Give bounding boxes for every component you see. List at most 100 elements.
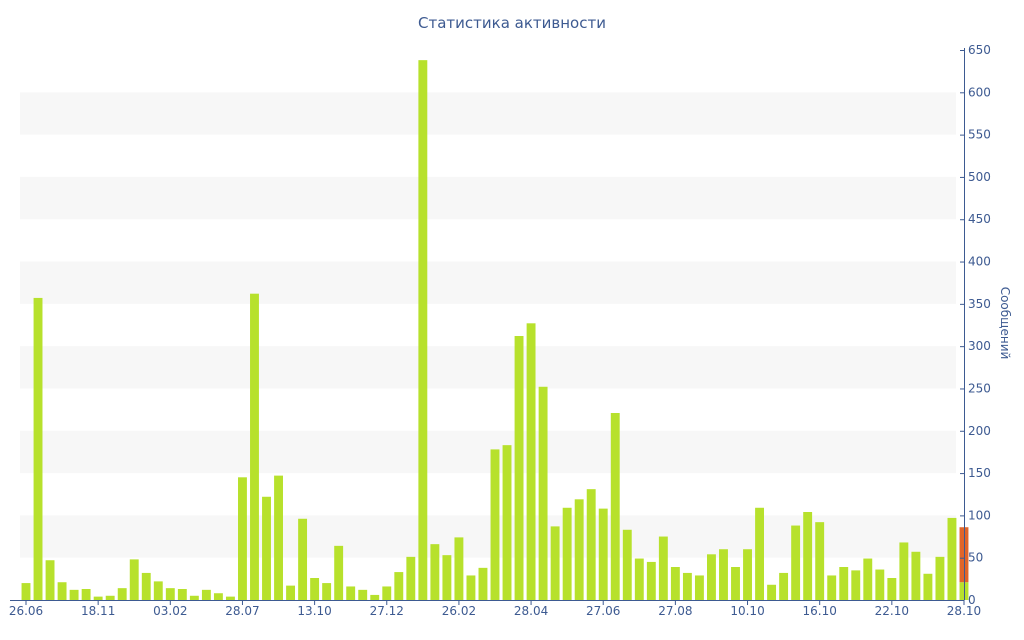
bar [538, 386, 548, 600]
bar [731, 567, 740, 600]
bar [358, 589, 368, 600]
bar [250, 293, 259, 600]
bar [442, 555, 452, 600]
bar [406, 556, 416, 600]
bar [598, 508, 608, 600]
bar [21, 583, 31, 600]
y-tick-label: 300 [968, 339, 991, 353]
x-tick-label: 26.06 [9, 604, 43, 618]
grid-band [20, 261, 956, 304]
bar [117, 588, 127, 600]
bar [274, 475, 283, 600]
x-tick-label: 10.10 [730, 604, 764, 618]
grid-band [20, 176, 956, 220]
y-tick-label: 550 [968, 128, 991, 142]
bar [382, 586, 392, 600]
axes [10, 48, 965, 601]
bar [298, 518, 308, 600]
bar [286, 585, 296, 600]
x-tick-label: 27.06 [586, 604, 620, 618]
y-tick-label: 600 [968, 85, 991, 99]
bar [743, 549, 752, 600]
bar [33, 297, 43, 600]
bar [418, 60, 428, 600]
x-tick-label: 26.02 [442, 604, 476, 618]
bar [959, 582, 969, 600]
x-tick-label: 28.07 [225, 604, 259, 618]
x-ticks: 26.06 18.11 03.02 28.07 13.10 27.12 26.02 28.04… [9, 600, 981, 618]
y-axis-label: Сообщений [998, 287, 1012, 360]
y-tick-label: 650 [968, 43, 991, 57]
bar [310, 578, 320, 600]
chart-title: Статистика активности [418, 14, 606, 32]
bar [165, 588, 175, 600]
bar [69, 589, 79, 600]
bar [707, 554, 716, 600]
y-tick-label: 150 [968, 466, 991, 480]
x-tick-label: 27.12 [370, 604, 404, 618]
bar [57, 582, 67, 600]
bar [887, 578, 897, 600]
bar [622, 529, 632, 600]
bar [45, 560, 55, 600]
y-tick-label: 350 [968, 297, 991, 311]
bar [141, 572, 151, 600]
bar [346, 586, 356, 600]
bar [634, 558, 644, 600]
bar [815, 522, 825, 600]
bar [827, 575, 837, 600]
bar [213, 593, 223, 600]
bar [334, 545, 344, 600]
bar [454, 537, 464, 600]
bar [153, 581, 163, 600]
bar [322, 583, 332, 600]
bar [189, 595, 199, 600]
bar [466, 575, 476, 600]
y-tick-label: 500 [968, 170, 991, 184]
x-tick-label: 22.10 [875, 604, 909, 618]
bar [694, 575, 704, 600]
y-tick-label: 400 [968, 255, 991, 269]
x-tick-label: 27.08 [658, 604, 692, 618]
y-tick-label: 0 [968, 593, 976, 607]
bar [526, 323, 536, 600]
bar [875, 569, 885, 600]
bar [238, 477, 247, 600]
bar [370, 594, 380, 600]
bar [490, 449, 500, 600]
bar [646, 561, 656, 600]
x-tick-label: 18.11 [81, 604, 115, 618]
bar [478, 567, 488, 600]
bar [502, 445, 512, 600]
bar [791, 525, 801, 600]
bar [935, 556, 945, 600]
x-tick-label: 28.04 [514, 604, 548, 618]
bar [201, 589, 211, 600]
bar [562, 507, 572, 600]
bar [863, 558, 873, 600]
grid-band [20, 92, 956, 135]
bar [586, 489, 596, 600]
bar [129, 559, 139, 600]
grid-bands [20, 92, 956, 558]
bar [682, 572, 692, 600]
bar [105, 595, 115, 600]
bar [514, 336, 524, 600]
bar [719, 549, 728, 600]
bar [550, 526, 560, 600]
bar [610, 413, 620, 600]
bar [755, 507, 765, 600]
bar [658, 536, 668, 600]
y-ticks: 0 50 100 150 200 250 300 350 400 450 500 550 600 650 [960, 43, 991, 607]
bar [851, 570, 861, 600]
bar [670, 567, 680, 600]
grid-band [20, 430, 956, 474]
y-tick-label: 100 [968, 508, 991, 522]
x-tick-label: 13.10 [297, 604, 331, 618]
bar [779, 572, 789, 600]
y-tick-label: 200 [968, 424, 991, 438]
x-tick-label: 16.10 [803, 604, 837, 618]
bar [911, 551, 921, 600]
x-tick-label: 03.02 [153, 604, 187, 618]
